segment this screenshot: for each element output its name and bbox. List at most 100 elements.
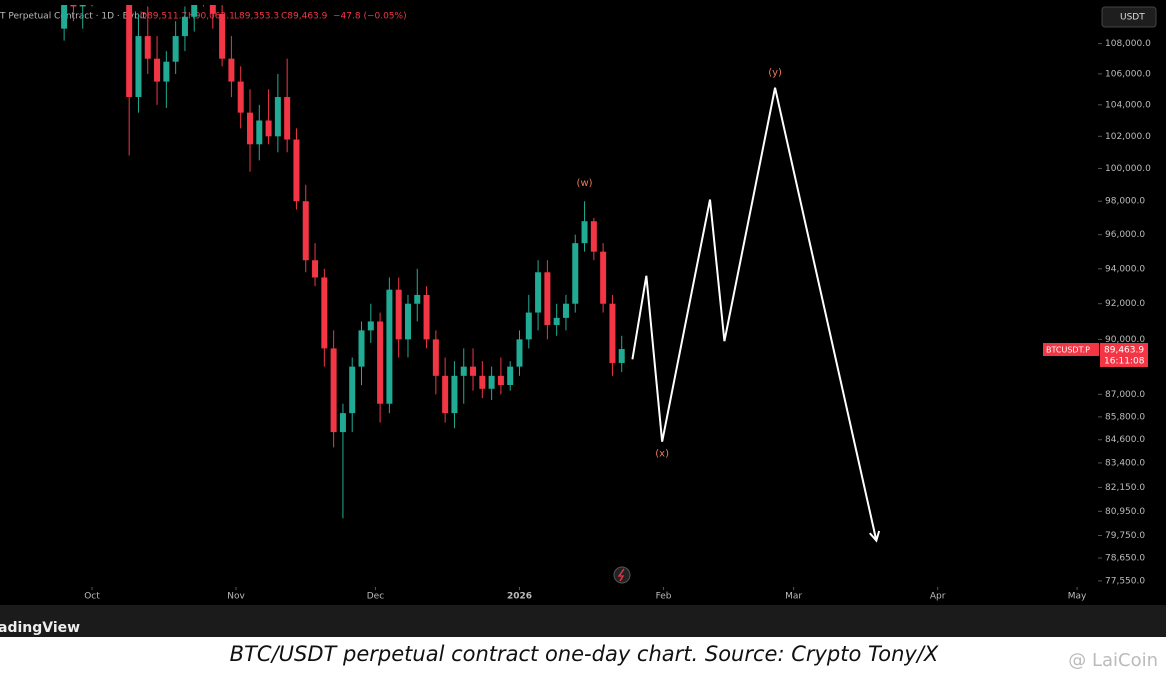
- y-tick-label: 80,950.0: [1105, 507, 1145, 517]
- candle-body: [144, 36, 151, 59]
- candle-body: [256, 120, 263, 145]
- candle-body: [609, 303, 616, 363]
- plot-area: [61, 5, 625, 519]
- chart-background: [0, 0, 1166, 637]
- candle-body: [70, 5, 77, 7]
- x-tick-label: 2026: [507, 592, 532, 602]
- candle-body: [79, 5, 86, 7]
- candle-body: [497, 375, 504, 386]
- candle-body: [562, 303, 569, 318]
- y-tick-label: 87,000.0: [1105, 390, 1145, 400]
- candle-body: [246, 112, 253, 145]
- candle-body: [377, 321, 384, 404]
- candle-body: [432, 339, 439, 376]
- price-tag-countdown: 16:11:08: [1104, 357, 1145, 367]
- y-tick-label: 104,000.0: [1105, 100, 1151, 110]
- candle-body: [488, 375, 495, 389]
- x-tick-label: Oct: [84, 592, 100, 602]
- ohlc: C89,463.9: [281, 12, 328, 22]
- y-tick-label: 90,000.0: [1105, 335, 1145, 345]
- price-tag-bg: [1100, 343, 1148, 367]
- y-tick-label: 98,000.0: [1105, 197, 1145, 207]
- replay-icon-glyph: [617, 568, 625, 582]
- candle-body: [553, 317, 560, 326]
- price-tag-symbol: BTCUSDT.P: [1046, 346, 1090, 355]
- candle-body: [154, 58, 161, 82]
- currency-label: USDT: [1120, 13, 1145, 23]
- price-tag-symbol-bg: [1043, 343, 1099, 356]
- ohlc: O89,511.7: [140, 12, 187, 22]
- y-tick-label: 100,000.0: [1105, 164, 1151, 174]
- candle-body: [442, 375, 449, 414]
- y-tick-label: 106,000.0: [1105, 69, 1151, 79]
- candle-body: [367, 321, 374, 331]
- ohlc: −47.8 (−0.05%): [333, 12, 407, 22]
- candle-body: [451, 375, 458, 414]
- candle-body: [126, 5, 133, 98]
- y-tick-label: 84,600.0: [1105, 435, 1145, 445]
- wave-label: (x): [655, 449, 669, 460]
- y-tick-label: 94,000.0: [1105, 264, 1145, 274]
- candle-body: [284, 97, 291, 140]
- caption: BTC/USDT perpetual contract one-day char…: [229, 642, 939, 666]
- wave-label: (w): [577, 178, 593, 189]
- currency-button[interactable]: [1101, 6, 1157, 28]
- candle-body: [600, 251, 607, 304]
- x-tick-label: Feb: [656, 592, 672, 602]
- candle-body: [544, 272, 551, 326]
- candle-body: [460, 366, 467, 376]
- candle-body: [302, 201, 309, 261]
- candle-body: [330, 348, 337, 433]
- candle-body: [525, 312, 532, 340]
- y-tick-label: 78,650.0: [1105, 554, 1145, 564]
- legend: T Perpetual Contract · 1D · Bybit O89,51…: [0, 12, 407, 22]
- candle-body: [219, 13, 226, 59]
- y-tick-label: 82,150.0: [1105, 483, 1145, 493]
- candle-body: [618, 349, 625, 363]
- candle-body: [265, 120, 272, 137]
- replay-icon[interactable]: [613, 566, 631, 584]
- candle-body: [479, 375, 486, 389]
- y-tick-label: 92,000.0: [1105, 299, 1145, 309]
- price-tag-price: 89,463.9: [1104, 346, 1144, 356]
- candle-body: [339, 413, 346, 433]
- candle-body: [274, 97, 281, 137]
- candle-body: [135, 36, 142, 98]
- x-tick-label: Dec: [367, 592, 384, 602]
- ohlc: L89,353.3: [234, 12, 279, 22]
- candle-body: [572, 243, 579, 304]
- y-tick-label: 85,800.0: [1105, 412, 1145, 422]
- candle-body: [535, 272, 542, 313]
- candle-body: [349, 366, 356, 414]
- y-tick-label: 83,400.0: [1105, 458, 1145, 468]
- candle-body: [61, 5, 68, 29]
- candle-body: [516, 339, 523, 367]
- candle-body: [590, 221, 597, 252]
- y-tick-label: 108,000.0: [1105, 39, 1151, 49]
- x-tick-label: May: [1068, 592, 1087, 602]
- ohlc: H90,062.1: [188, 12, 235, 22]
- candle-body: [507, 366, 514, 386]
- y-tick-label: 96,000.0: [1105, 230, 1145, 240]
- wave-label: (y): [768, 68, 782, 79]
- candle-body: [312, 260, 319, 278]
- candle-body: [321, 277, 328, 349]
- projection-line: [631, 87, 878, 541]
- candle-body: [293, 139, 300, 202]
- candle-body: [470, 366, 477, 376]
- y-tick-label: 77,550.0: [1105, 576, 1145, 586]
- candle-body: [228, 58, 235, 82]
- brand: adingView: [0, 620, 80, 636]
- candle-body: [209, 5, 216, 14]
- candle-body: [191, 5, 198, 17]
- watermark: @ LaiCoin: [1068, 650, 1158, 671]
- candle-body: [358, 330, 365, 367]
- candle-body: [172, 36, 179, 62]
- x-tick-label: Apr: [930, 592, 946, 602]
- chart: T Perpetual Contract · 1D · Bybit O89,51…: [0, 0, 1166, 637]
- candle-body: [423, 294, 430, 340]
- candle-body: [163, 61, 170, 82]
- candle-body: [414, 294, 421, 304]
- candle-body: [237, 81, 244, 113]
